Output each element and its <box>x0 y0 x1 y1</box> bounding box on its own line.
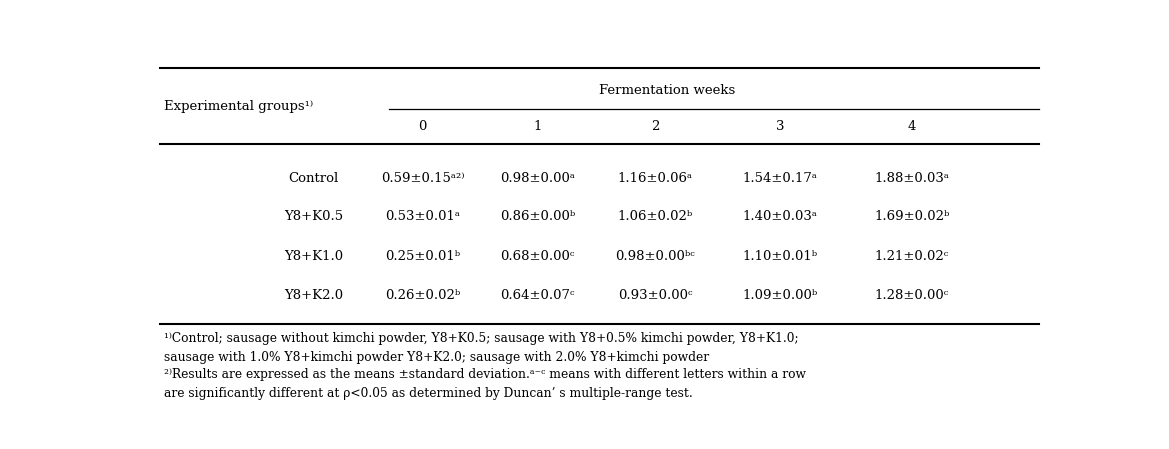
Text: Y8+K1.0: Y8+K1.0 <box>284 250 344 263</box>
Text: 0.98±0.00ᵃ: 0.98±0.00ᵃ <box>500 172 575 185</box>
Text: 0: 0 <box>419 120 427 133</box>
Text: 1.40±0.03ᵃ: 1.40±0.03ᵃ <box>742 210 818 223</box>
Text: 1: 1 <box>533 120 541 133</box>
Text: Y8+K0.5: Y8+K0.5 <box>284 210 344 223</box>
Text: Control: Control <box>289 172 339 185</box>
Text: Fermentation weeks: Fermentation weeks <box>599 84 735 97</box>
Text: 1.54±0.17ᵃ: 1.54±0.17ᵃ <box>742 172 818 185</box>
Text: 0.25±0.01ᵇ: 0.25±0.01ᵇ <box>385 250 461 263</box>
Text: 4: 4 <box>907 120 915 133</box>
Text: Y8+K2.0: Y8+K2.0 <box>284 290 344 302</box>
Text: 1.16±0.06ᵃ: 1.16±0.06ᵃ <box>617 172 693 185</box>
Text: 2: 2 <box>651 120 659 133</box>
Text: 0.59±0.15ᵃ²⁾: 0.59±0.15ᵃ²⁾ <box>381 172 464 185</box>
Text: 1.69±0.02ᵇ: 1.69±0.02ᵇ <box>874 210 949 223</box>
Text: 1.21±0.02ᶜ: 1.21±0.02ᶜ <box>874 250 949 263</box>
Text: ²⁾Results are expressed as the means ±standard deviation.ᵃ⁻ᶜ means with differen: ²⁾Results are expressed as the means ±st… <box>164 369 807 401</box>
Text: 1.10±0.01ᵇ: 1.10±0.01ᵇ <box>742 250 818 263</box>
Text: 0.26±0.02ᵇ: 0.26±0.02ᵇ <box>385 290 461 302</box>
Text: 0.53±0.01ᵃ: 0.53±0.01ᵃ <box>385 210 459 223</box>
Text: 1.88±0.03ᵃ: 1.88±0.03ᵃ <box>874 172 949 185</box>
Text: 1.06±0.02ᵇ: 1.06±0.02ᵇ <box>617 210 693 223</box>
Text: 0.98±0.00ᵇᶜ: 0.98±0.00ᵇᶜ <box>615 250 696 263</box>
Text: 0.86±0.00ᵇ: 0.86±0.00ᵇ <box>500 210 575 223</box>
Text: 0.93±0.00ᶜ: 0.93±0.00ᶜ <box>618 290 692 302</box>
Text: ¹⁾Control; sausage without kimchi powder, Y8+K0.5; sausage with Y8+0.5% kimchi p: ¹⁾Control; sausage without kimchi powder… <box>164 332 798 364</box>
Text: Experimental groups¹⁾: Experimental groups¹⁾ <box>165 100 313 113</box>
Text: 3: 3 <box>776 120 784 133</box>
Text: 1.28±0.00ᶜ: 1.28±0.00ᶜ <box>874 290 949 302</box>
Text: 0.64±0.07ᶜ: 0.64±0.07ᶜ <box>500 290 575 302</box>
Text: 1.09±0.00ᵇ: 1.09±0.00ᵇ <box>742 290 818 302</box>
Text: 0.68±0.00ᶜ: 0.68±0.00ᶜ <box>500 250 575 263</box>
